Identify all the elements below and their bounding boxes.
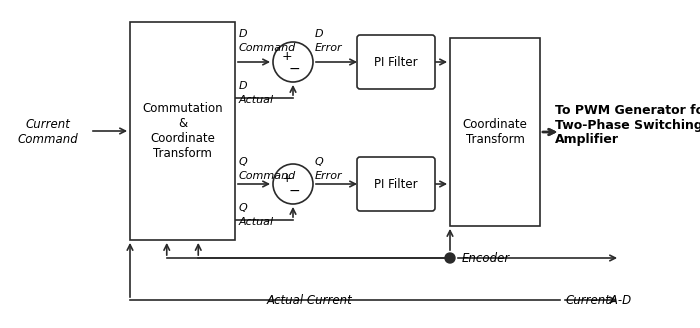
FancyBboxPatch shape: [357, 35, 435, 89]
Text: +: +: [281, 173, 293, 186]
Text: Coordinate
Transform: Coordinate Transform: [463, 118, 527, 146]
Text: Q: Q: [315, 157, 323, 167]
Text: Actual: Actual: [239, 217, 274, 227]
FancyBboxPatch shape: [357, 157, 435, 211]
FancyBboxPatch shape: [450, 38, 540, 226]
Ellipse shape: [273, 42, 313, 82]
Text: +: +: [281, 51, 293, 64]
Text: Actual Current: Actual Current: [267, 294, 353, 306]
Ellipse shape: [273, 164, 313, 204]
Text: Commutation
&
Coordinate
Transform: Commutation & Coordinate Transform: [142, 102, 223, 160]
Text: Q: Q: [239, 157, 248, 167]
Text: Command: Command: [239, 43, 296, 53]
Text: D: D: [239, 29, 248, 39]
Text: Encoder: Encoder: [462, 252, 510, 264]
Text: CurrentA-D: CurrentA-D: [565, 294, 631, 306]
Text: D: D: [315, 29, 323, 39]
Text: Error: Error: [315, 171, 342, 181]
Text: To PWM Generator for
Two-Phase Switching
Amplifier: To PWM Generator for Two-Phase Switching…: [555, 104, 700, 147]
FancyBboxPatch shape: [130, 22, 235, 240]
Text: Command: Command: [239, 171, 296, 181]
Text: −: −: [288, 61, 300, 75]
Text: Current
Command: Current Command: [18, 118, 78, 146]
Text: D: D: [239, 81, 248, 91]
Text: −: −: [288, 183, 300, 197]
Text: PI Filter: PI Filter: [374, 177, 418, 191]
Text: Actual: Actual: [239, 95, 274, 105]
Text: Error: Error: [315, 43, 342, 53]
Circle shape: [445, 253, 455, 263]
Text: PI Filter: PI Filter: [374, 55, 418, 69]
Text: Q: Q: [239, 203, 248, 213]
